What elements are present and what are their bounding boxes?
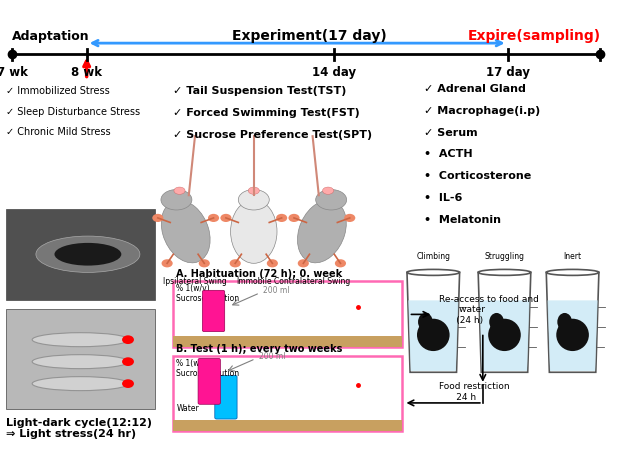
Text: Struggling: Struggling bbox=[485, 252, 524, 261]
Bar bbox=[6, 309, 155, 409]
Text: Water: Water bbox=[176, 404, 199, 413]
Text: ✓ Sucrose Preference Test(SPT): ✓ Sucrose Preference Test(SPT) bbox=[173, 130, 373, 140]
Ellipse shape bbox=[322, 187, 334, 194]
FancyBboxPatch shape bbox=[215, 375, 237, 419]
Text: •  ACTH: • ACTH bbox=[424, 149, 473, 159]
Text: Experiment(17 day): Experiment(17 day) bbox=[232, 29, 387, 43]
Circle shape bbox=[122, 336, 134, 344]
Polygon shape bbox=[547, 272, 599, 372]
Ellipse shape bbox=[478, 269, 530, 276]
Bar bbox=[6, 209, 155, 300]
Text: ✓ Sleep Disturbance Stress: ✓ Sleep Disturbance Stress bbox=[6, 107, 141, 117]
Text: Light-dark cycle(12:12)
⇒ Light stress(24 hr): Light-dark cycle(12:12) ⇒ Light stress(2… bbox=[6, 418, 152, 439]
Ellipse shape bbox=[298, 200, 346, 263]
Text: Food restriction
      24 h: Food restriction 24 h bbox=[439, 382, 510, 402]
Ellipse shape bbox=[54, 243, 121, 266]
Text: Inert: Inert bbox=[563, 252, 582, 261]
Ellipse shape bbox=[488, 319, 521, 351]
Text: ✓ Chronic Mild Stress: ✓ Chronic Mild Stress bbox=[6, 127, 111, 137]
Text: 14 day: 14 day bbox=[312, 66, 357, 79]
Text: 7 wk: 7 wk bbox=[0, 66, 28, 79]
Ellipse shape bbox=[36, 236, 140, 272]
Circle shape bbox=[152, 214, 163, 222]
Bar bbox=[173, 356, 402, 431]
Text: ✓ Serum: ✓ Serum bbox=[424, 128, 478, 138]
Polygon shape bbox=[478, 272, 530, 372]
Text: % 1(w/v)
Sucrose solution: % 1(w/v) Sucrose solution bbox=[176, 359, 240, 378]
Ellipse shape bbox=[557, 313, 572, 331]
Text: 8 wk: 8 wk bbox=[71, 66, 102, 79]
Polygon shape bbox=[548, 301, 598, 371]
Bar bbox=[173, 420, 402, 431]
Circle shape bbox=[230, 259, 241, 267]
FancyBboxPatch shape bbox=[198, 359, 220, 404]
Text: ✓ Adrenal Gland: ✓ Adrenal Gland bbox=[424, 84, 526, 94]
Ellipse shape bbox=[174, 187, 185, 194]
FancyBboxPatch shape bbox=[202, 291, 225, 331]
Ellipse shape bbox=[238, 189, 269, 210]
Text: Ipsilateral Swing: Ipsilateral Swing bbox=[163, 277, 227, 286]
Text: •  IL-6: • IL-6 bbox=[424, 193, 462, 203]
Text: Adaptation: Adaptation bbox=[12, 30, 90, 43]
Text: Immobile: Immobile bbox=[236, 277, 272, 286]
Ellipse shape bbox=[162, 200, 210, 263]
Text: 200 ml: 200 ml bbox=[263, 286, 290, 295]
Text: 200 ml: 200 ml bbox=[259, 352, 285, 361]
Polygon shape bbox=[479, 301, 530, 371]
Ellipse shape bbox=[556, 319, 589, 351]
Text: Expire(sampling): Expire(sampling) bbox=[467, 29, 600, 43]
Ellipse shape bbox=[161, 189, 192, 210]
Bar bbox=[173, 281, 402, 347]
Polygon shape bbox=[409, 301, 458, 371]
Circle shape bbox=[162, 259, 173, 267]
Text: % 1(w/v)
Sucrose solution: % 1(w/v) Sucrose solution bbox=[176, 284, 240, 303]
Ellipse shape bbox=[32, 355, 129, 369]
Circle shape bbox=[199, 259, 210, 267]
Ellipse shape bbox=[340, 301, 365, 316]
Text: A. Habituation (72 h); 0. week: A. Habituation (72 h); 0. week bbox=[176, 269, 343, 279]
Circle shape bbox=[276, 214, 287, 222]
Ellipse shape bbox=[316, 189, 347, 210]
Ellipse shape bbox=[418, 313, 433, 331]
Circle shape bbox=[208, 214, 219, 222]
Text: B. Test (1 h); every two weeks: B. Test (1 h); every two weeks bbox=[176, 344, 343, 354]
Circle shape bbox=[122, 357, 134, 366]
Text: Climbing: Climbing bbox=[417, 252, 450, 261]
Text: ✓ Tail Suspension Test(TST): ✓ Tail Suspension Test(TST) bbox=[173, 86, 347, 96]
Circle shape bbox=[335, 259, 346, 267]
Text: Re-access to food and
       water
      (24 h): Re-access to food and water (24 h) bbox=[439, 295, 539, 325]
Ellipse shape bbox=[417, 319, 449, 351]
Ellipse shape bbox=[32, 377, 129, 390]
Ellipse shape bbox=[294, 302, 350, 329]
Circle shape bbox=[220, 214, 232, 222]
Text: •  Melatonin: • Melatonin bbox=[424, 215, 501, 225]
Ellipse shape bbox=[248, 187, 259, 194]
Ellipse shape bbox=[32, 333, 129, 347]
Circle shape bbox=[344, 214, 355, 222]
Circle shape bbox=[122, 379, 134, 388]
Circle shape bbox=[288, 214, 300, 222]
Text: •  Corticosterone: • Corticosterone bbox=[424, 171, 531, 181]
Ellipse shape bbox=[489, 313, 504, 331]
Bar bbox=[173, 336, 402, 347]
Text: ✓ Immobilized Stress: ✓ Immobilized Stress bbox=[6, 86, 110, 96]
Ellipse shape bbox=[547, 269, 599, 276]
Polygon shape bbox=[407, 272, 459, 372]
Ellipse shape bbox=[294, 379, 350, 406]
Ellipse shape bbox=[407, 269, 459, 276]
Circle shape bbox=[267, 259, 278, 267]
Text: ✓ Macrophage(i.p): ✓ Macrophage(i.p) bbox=[424, 106, 540, 116]
Circle shape bbox=[298, 259, 309, 267]
Text: ✓ Forced Swimming Test(FST): ✓ Forced Swimming Test(FST) bbox=[173, 108, 360, 118]
Text: 17 day: 17 day bbox=[485, 66, 530, 79]
Text: Contralateral Swing: Contralateral Swing bbox=[274, 277, 351, 286]
Ellipse shape bbox=[230, 200, 277, 263]
Ellipse shape bbox=[340, 378, 365, 394]
